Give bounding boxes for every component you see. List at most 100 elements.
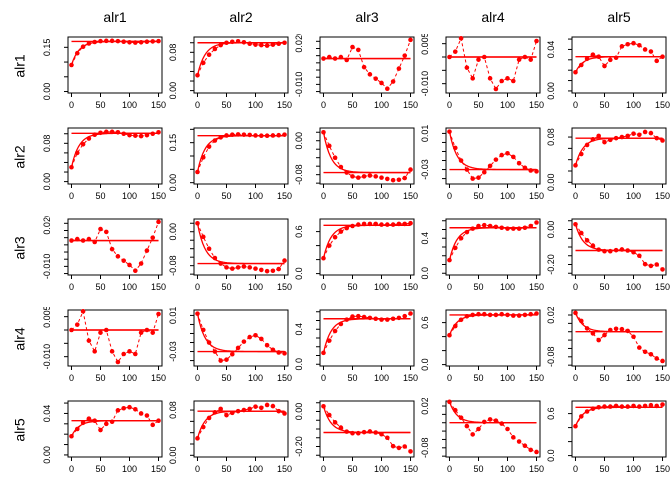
x-tick-label: 150 — [151, 464, 166, 474]
x-tick-label: 100 — [626, 191, 641, 201]
data-point — [326, 338, 332, 343]
x-tick-label: 50 — [473, 282, 483, 292]
fit-curve — [70, 132, 159, 168]
data-point — [470, 176, 475, 181]
data-point — [408, 311, 413, 316]
data-point — [326, 412, 332, 418]
data-point — [637, 42, 642, 48]
data-point — [654, 58, 660, 64]
data-point — [447, 129, 452, 134]
data-point — [625, 248, 631, 253]
x-tick-label: 50 — [95, 282, 105, 292]
data-point — [385, 86, 390, 91]
data-point — [355, 222, 361, 227]
data-point — [86, 41, 92, 46]
data-point — [607, 404, 613, 409]
plot-box — [319, 36, 415, 94]
data-point — [385, 317, 390, 322]
subplot-alr2-alr5: 0 50 100 150 0.00 0.08 — [546, 127, 670, 201]
data-line — [449, 313, 537, 336]
data-point — [458, 317, 464, 323]
data-point — [464, 167, 470, 172]
subplot-alr5-alr5: 0 50 100 150 0.0 0.6 — [546, 400, 670, 474]
data-point — [476, 311, 481, 317]
plot-box — [193, 309, 289, 367]
y-tick-label: 0.0 — [294, 267, 304, 280]
x-tick-label: 50 — [473, 464, 483, 474]
data-point — [458, 158, 464, 163]
data-point — [127, 262, 132, 268]
subplot-alr3-alr5: 0 50 100 150 -0.20 0.00 — [546, 218, 670, 292]
data-point — [464, 314, 470, 319]
x-tick-label: 150 — [529, 373, 544, 383]
y-tick-label: 0.4 — [420, 232, 430, 245]
data-point — [253, 332, 258, 338]
data-point — [505, 76, 510, 81]
data-point — [276, 408, 282, 414]
data-point — [452, 323, 458, 329]
data-point — [516, 439, 522, 444]
data-point — [602, 248, 607, 254]
data-point — [619, 247, 625, 252]
data-point — [602, 332, 607, 338]
x-tick-label: 150 — [655, 464, 670, 474]
data-point — [573, 423, 578, 429]
data-point — [241, 407, 247, 413]
data-point — [596, 133, 601, 139]
subplot-alr3-alr4: 0 50 100 150 0.0 0.4 — [420, 218, 544, 292]
subplot-alr3-alr1: 0 50 100 150 -0.010 0.020 — [42, 216, 166, 292]
plot-box — [67, 36, 163, 94]
row-title-alr1: alr1 — [0, 34, 40, 125]
data-point — [69, 238, 74, 243]
y-tick-label: 0.00 — [546, 82, 556, 100]
x-tick-label: 0 — [69, 373, 74, 383]
data-point — [367, 429, 373, 434]
data-line — [197, 40, 285, 76]
plot-box — [445, 309, 541, 367]
data-point — [505, 312, 510, 318]
x-tick-label: 150 — [403, 100, 418, 110]
data-point — [367, 173, 373, 178]
data-point — [373, 221, 379, 227]
y-tick-label: -0.08 — [546, 347, 556, 368]
y-tick-label: -0.010 — [42, 344, 52, 370]
column-title-label: alr3 — [355, 9, 379, 25]
data-line — [323, 132, 411, 181]
data-point — [584, 326, 590, 331]
data-point — [109, 38, 115, 44]
data-point — [321, 350, 326, 356]
x-tick-label: 50 — [599, 373, 609, 383]
data-point — [133, 351, 138, 357]
data-point — [200, 60, 206, 66]
x-tick-label: 150 — [655, 373, 670, 383]
data-point — [637, 132, 642, 138]
x-tick-label: 100 — [122, 464, 137, 474]
data-point — [259, 336, 264, 342]
data-line — [575, 404, 663, 427]
data-line — [71, 309, 159, 363]
data-point — [270, 347, 276, 353]
data-point — [619, 44, 625, 49]
data-point — [458, 415, 464, 421]
data-point — [127, 40, 132, 45]
data-point — [321, 255, 326, 261]
x-tick-label: 100 — [248, 100, 263, 110]
data-point — [103, 38, 109, 44]
data-point — [156, 219, 161, 225]
data-point — [212, 410, 218, 415]
data-point — [654, 262, 660, 267]
data-point — [452, 407, 458, 413]
x-tick-label: 0 — [321, 100, 326, 110]
data-line — [71, 131, 159, 168]
data-point — [607, 327, 613, 333]
data-point — [619, 134, 625, 140]
data-point — [493, 312, 499, 318]
x-tick-label: 100 — [626, 100, 641, 110]
plot-box — [571, 400, 667, 458]
data-point — [350, 174, 355, 179]
data-point — [344, 317, 349, 322]
data-point — [516, 226, 522, 231]
data-point — [464, 65, 470, 70]
data-point — [573, 221, 578, 227]
